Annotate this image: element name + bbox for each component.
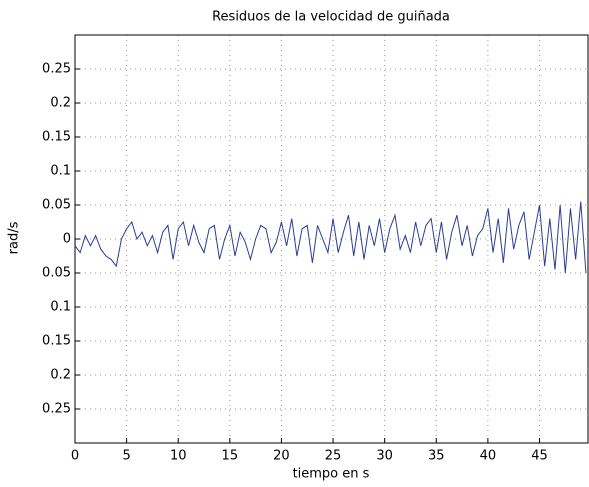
- y-tick-label: 0.05: [42, 198, 71, 213]
- y-tick-label: 0: [63, 232, 71, 247]
- y-tick-label: 0.25: [42, 402, 71, 417]
- y-tick-label: 0.15: [42, 334, 71, 349]
- y-tick-label: 0.1: [50, 164, 71, 179]
- y-tick-label: 0.05: [42, 266, 71, 281]
- x-axis-label: tiempo en s: [293, 467, 370, 482]
- x-tick-label: 35: [428, 449, 445, 464]
- x-tick-label: 45: [531, 449, 548, 464]
- chart-title: Residuos de la velocidad de guiñada: [212, 10, 450, 25]
- x-tick-label: 10: [170, 449, 187, 464]
- x-tick-label: 15: [222, 449, 239, 464]
- x-tick-label: 0: [71, 449, 79, 464]
- x-tick-label: 20: [273, 449, 290, 464]
- x-tick-label: 30: [376, 449, 393, 464]
- y-tick-label: 0.15: [42, 130, 71, 145]
- y-tick-label: 0.2: [50, 368, 71, 383]
- y-axis-label: rad/s: [7, 221, 22, 254]
- x-tick-label: 40: [480, 449, 497, 464]
- y-tick-label: 0.1: [50, 300, 71, 315]
- x-tick-label: 5: [122, 449, 130, 464]
- y-tick-label: 0.25: [42, 62, 71, 77]
- x-tick-label: 25: [325, 449, 342, 464]
- y-tick-label: 0.2: [50, 96, 71, 111]
- plot-frame: [74, 34, 589, 444]
- data-line: [74, 201, 587, 274]
